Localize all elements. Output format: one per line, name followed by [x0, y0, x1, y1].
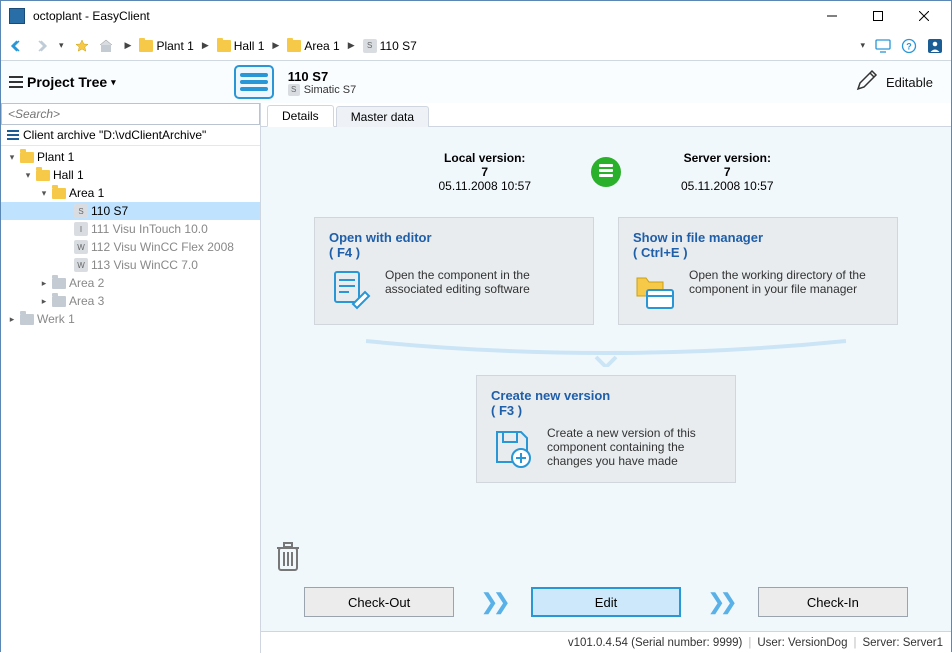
tree-item-area2[interactable]: ▸Area 2 — [1, 274, 260, 292]
tab-bar: Details Master data — [261, 103, 951, 127]
breadcrumb-hall[interactable]: Hall 1 — [215, 39, 267, 53]
nav-back-button[interactable] — [7, 36, 27, 56]
tree-item-111[interactable]: I111 Visu InTouch 10.0 — [1, 220, 260, 238]
pencil-icon — [854, 69, 880, 95]
status-user: User: VersionDog — [757, 637, 847, 649]
tree-item-113[interactable]: W113 Visu WinCC 7.0 — [1, 256, 260, 274]
status-server: Server: Server1 — [862, 637, 943, 649]
status-version: v101.0.4.54 (Serial number: 9999) — [568, 637, 743, 649]
search-input[interactable] — [2, 104, 259, 124]
tree-item-area1[interactable]: ▾Area 1 — [1, 184, 260, 202]
document-edit-icon — [329, 268, 373, 312]
app-icon — [9, 8, 25, 24]
breadcrumb-dropdown[interactable]: ▾ — [856, 40, 869, 51]
component-subtitle: SSimatic S7 — [288, 84, 854, 96]
save-plus-icon — [491, 426, 535, 470]
window-close-button[interactable] — [901, 1, 947, 31]
component-icon: S — [363, 39, 377, 53]
star-icon[interactable] — [72, 36, 92, 56]
window-title: octoplant - EasyClient — [33, 9, 809, 23]
tree-view: ▾Plant 1 ▾Hall 1 ▾Area 1 S110 S7 I111 Vi… — [1, 146, 260, 653]
version-compare: Local version: 7 05.11.2008 10:57 Server… — [261, 127, 951, 207]
profile-icon[interactable] — [925, 36, 945, 56]
card-file-manager[interactable]: Show in file manager ( Ctrl+E ) Open the… — [618, 217, 898, 325]
breadcrumb-area[interactable]: Area 1 — [285, 39, 341, 53]
folder-icon — [20, 314, 34, 325]
component-icon: W — [74, 240, 88, 254]
archive-header: Client archive "D:\vdClientArchive" — [1, 125, 260, 146]
folder-window-icon — [633, 268, 677, 312]
flow-arrow-down — [261, 335, 951, 369]
folder-icon — [52, 278, 66, 289]
component-icon: W — [74, 258, 88, 272]
server-version-block: Server version: 7 05.11.2008 10:57 — [681, 151, 774, 193]
project-tree-sidebar: Client archive "D:\vdClientArchive" ▾Pla… — [1, 103, 261, 653]
chevron-right-icon: ▶ — [198, 40, 213, 51]
window-titlebar: octoplant - EasyClient — [1, 1, 951, 31]
folder-icon — [217, 40, 231, 52]
breadcrumb: ▶ Plant 1 ▶ Hall 1 ▶ Area 1 ▶ S110 S7 — [120, 35, 853, 57]
tree-item-werk[interactable]: ▸Werk 1 — [1, 310, 260, 328]
collapse-icon[interactable]: ▾ — [39, 188, 49, 199]
equal-icon — [591, 157, 621, 187]
tab-master-data[interactable]: Master data — [336, 106, 429, 127]
content-header: Project Tree▾ 110 S7 SSimatic S7 Editabl… — [1, 61, 951, 103]
archive-icon — [7, 130, 19, 140]
tree-item-area3[interactable]: ▸Area 3 — [1, 292, 260, 310]
simatic-icon: S — [288, 84, 300, 96]
folder-icon — [52, 188, 66, 199]
expand-icon[interactable]: ▸ — [39, 296, 49, 307]
window-minimize-button[interactable] — [809, 1, 855, 31]
folder-icon — [36, 170, 50, 181]
folder-icon — [139, 40, 153, 52]
help-icon[interactable]: ? — [899, 36, 919, 56]
chevron-right-icon: ▶ — [268, 40, 283, 51]
checkout-button[interactable]: Check-Out — [304, 587, 454, 617]
local-version-block: Local version: 7 05.11.2008 10:57 — [438, 151, 531, 193]
action-bar: Check-Out ❯❯ Edit ❯❯ Check-In — [261, 581, 951, 623]
folder-icon — [52, 296, 66, 307]
tree-item-110s7[interactable]: S110 S7 — [1, 202, 260, 220]
project-tree-toggle[interactable]: Project Tree▾ — [1, 70, 124, 94]
breadcrumb-item[interactable]: S110 S7 — [361, 39, 419, 53]
tab-details[interactable]: Details — [267, 105, 334, 127]
component-icon: I — [74, 222, 88, 236]
tree-item-plant[interactable]: ▾Plant 1 — [1, 148, 260, 166]
search-box — [1, 103, 260, 125]
tree-item-hall[interactable]: ▾Hall 1 — [1, 166, 260, 184]
chevron-right-icon: ▶ — [344, 40, 359, 51]
nav-forward-button[interactable] — [31, 36, 51, 56]
trash-button[interactable] — [273, 540, 303, 577]
component-icon: S — [74, 204, 88, 218]
folder-icon — [20, 152, 34, 163]
checkin-button[interactable]: Check-In — [758, 587, 908, 617]
tree-item-112[interactable]: W112 Visu WinCC Flex 2008 — [1, 238, 260, 256]
expand-icon[interactable]: ▸ — [39, 278, 49, 289]
chevron-right-icon: ❯❯ — [480, 589, 505, 615]
folder-icon — [287, 40, 301, 52]
details-pane: Details Master data Local version: 7 05.… — [261, 103, 951, 653]
collapse-icon[interactable]: ▾ — [7, 152, 17, 163]
expand-icon[interactable]: ▸ — [7, 314, 17, 325]
card-create-version[interactable]: Create new version ( F3 ) Create a new v… — [476, 375, 736, 483]
monitor-icon[interactable] — [873, 36, 893, 56]
chevron-right-icon: ❯❯ — [707, 589, 732, 615]
home-icon[interactable] — [96, 36, 116, 56]
chevron-right-icon: ▶ — [121, 40, 136, 51]
editable-indicator[interactable]: Editable — [854, 69, 933, 95]
navigation-toolbar: ▾ ▶ Plant 1 ▶ Hall 1 ▶ Area 1 ▶ S110 S7 … — [1, 31, 951, 61]
status-bar: v101.0.4.54 (Serial number: 9999) | User… — [261, 631, 951, 653]
breadcrumb-plant[interactable]: Plant 1 — [137, 39, 195, 53]
window-maximize-button[interactable] — [855, 1, 901, 31]
edit-button[interactable]: Edit — [531, 587, 681, 617]
collapse-icon[interactable]: ▾ — [23, 170, 33, 181]
menu-icon — [9, 76, 23, 88]
component-type-icon — [234, 65, 274, 99]
svg-text:?: ? — [906, 41, 912, 51]
component-title: 110 S7 — [288, 69, 854, 84]
card-open-editor[interactable]: Open with editor ( F4 ) Open the compone… — [314, 217, 594, 325]
nav-dropdown[interactable]: ▾ — [55, 40, 68, 51]
